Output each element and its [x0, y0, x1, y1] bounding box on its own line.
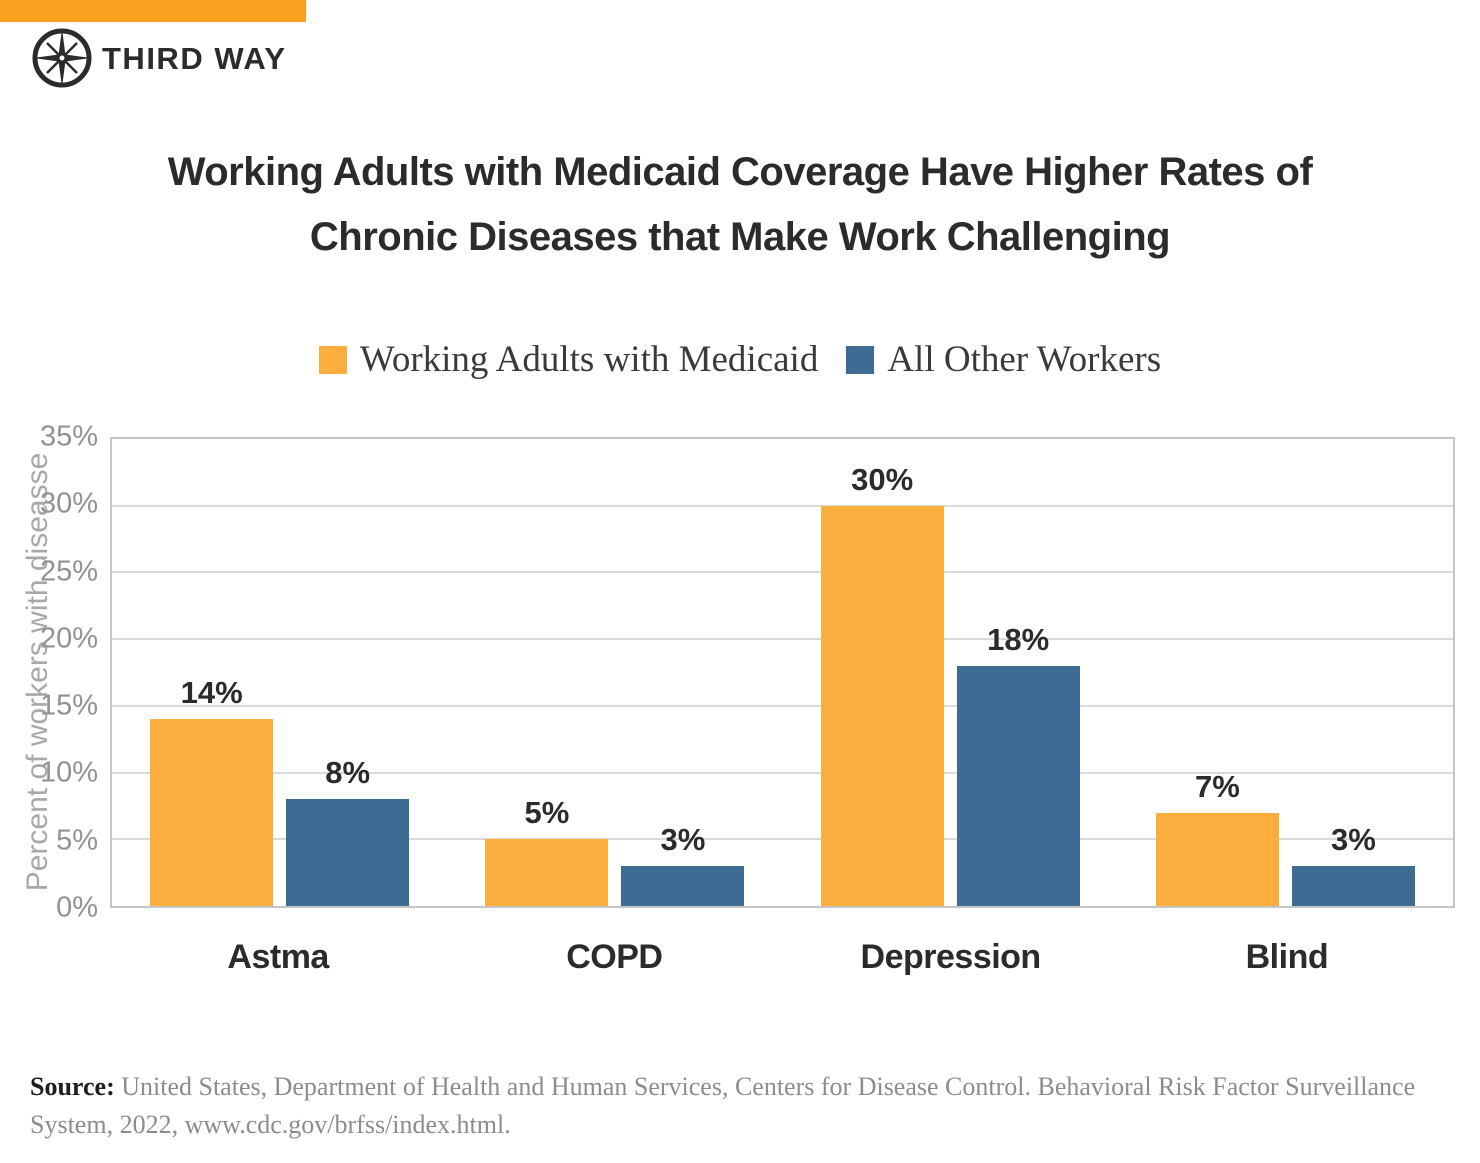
- legend-swatch: [318, 345, 347, 374]
- bar-group: 30% 18%: [783, 439, 1118, 906]
- bar-group: 14% 8%: [112, 439, 447, 906]
- source-label: Source:: [30, 1072, 115, 1101]
- bar: 14%: [150, 675, 274, 906]
- bar-value-label: 14%: [180, 675, 243, 711]
- legend-item: All Other Workers: [846, 338, 1161, 381]
- bar: 18%: [956, 622, 1080, 906]
- chart-title-line2: Chronic Diseases that Make Work Challeng…: [309, 215, 1171, 259]
- x-category-label: Astma: [227, 938, 329, 976]
- y-tick-label: 30%: [39, 487, 98, 520]
- x-category-label: Depression: [860, 938, 1042, 976]
- bar: 30%: [820, 462, 944, 906]
- bar: 7%: [1155, 769, 1279, 906]
- compass-star-icon: [32, 28, 92, 88]
- y-tick-label: 0%: [56, 891, 98, 924]
- gridline: [112, 704, 1453, 707]
- legend-label: All Other Workers: [887, 339, 1162, 380]
- y-tick-label: 10%: [39, 756, 98, 789]
- gridline: [112, 771, 1453, 774]
- chart-title-line1: Working Adults with Medicaid Coverage Ha…: [167, 150, 1313, 194]
- bar-value-label: 18%: [987, 621, 1050, 657]
- bar-value-label: 8%: [325, 755, 371, 791]
- x-category-label: COPD: [566, 938, 663, 976]
- y-tick-label: 5%: [56, 824, 98, 857]
- y-axis-ticks: 0% 5% 10% 15% 20% 25% 30% 35%: [0, 421, 98, 924]
- gridline: [112, 504, 1453, 507]
- source-note: Source: United States, Department of Hea…: [30, 1068, 1430, 1144]
- bar-group: 5% 3%: [447, 439, 782, 906]
- gridline: [112, 571, 1453, 574]
- y-tick-label: 25%: [39, 555, 98, 588]
- x-axis-category-labels: Astma COPD Depression Blind: [110, 938, 1455, 977]
- x-category-label: Blind: [1245, 938, 1329, 976]
- gridline: [112, 638, 1453, 641]
- legend-swatch: [846, 345, 875, 374]
- bar-value-label: 3%: [660, 821, 706, 857]
- bar-value-label: 7%: [1194, 768, 1240, 804]
- bar: 3%: [1291, 822, 1415, 906]
- y-tick-label: 15%: [39, 689, 98, 722]
- y-tick-label: 20%: [39, 622, 98, 655]
- bar: 5%: [485, 795, 609, 906]
- gridline: [112, 838, 1453, 841]
- bar: 3%: [621, 822, 745, 906]
- legend-item: Working Adults with Medicaid: [318, 338, 819, 381]
- chart-title: Working Adults with Medicaid Coverage Ha…: [0, 140, 1480, 270]
- y-tick-label: 35%: [39, 420, 98, 453]
- bar-value-label: 5%: [524, 795, 570, 831]
- plot-area: 14% 8% 5% 3% 30% 18% 7% 3%: [110, 437, 1455, 908]
- bar: 8%: [286, 755, 410, 906]
- bar-group: 7% 3%: [1118, 439, 1453, 906]
- bar-value-label: 3%: [1330, 821, 1376, 857]
- bar-value-label: 30%: [851, 461, 914, 497]
- thirdway-logo: [30, 26, 94, 90]
- source-text: United States, Department of Health and …: [30, 1072, 1416, 1139]
- legend: Working Adults with Medicaid All Other Wo…: [0, 338, 1480, 381]
- brand-name: THIRD WAY: [102, 41, 287, 76]
- bar-groups: 14% 8% 5% 3% 30% 18% 7% 3%: [112, 439, 1453, 906]
- brand-accent-strip: [0, 0, 306, 22]
- legend-label: Working Adults with Medicaid: [359, 339, 819, 380]
